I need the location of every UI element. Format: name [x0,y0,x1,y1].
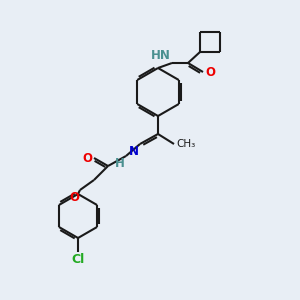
Text: O: O [82,152,92,164]
Text: CH₃: CH₃ [176,139,195,149]
Text: HN: HN [151,49,171,62]
Text: N: N [129,145,139,158]
Text: O: O [69,191,79,204]
Text: O: O [205,65,215,79]
Text: Cl: Cl [71,253,85,266]
Text: H: H [115,157,125,170]
